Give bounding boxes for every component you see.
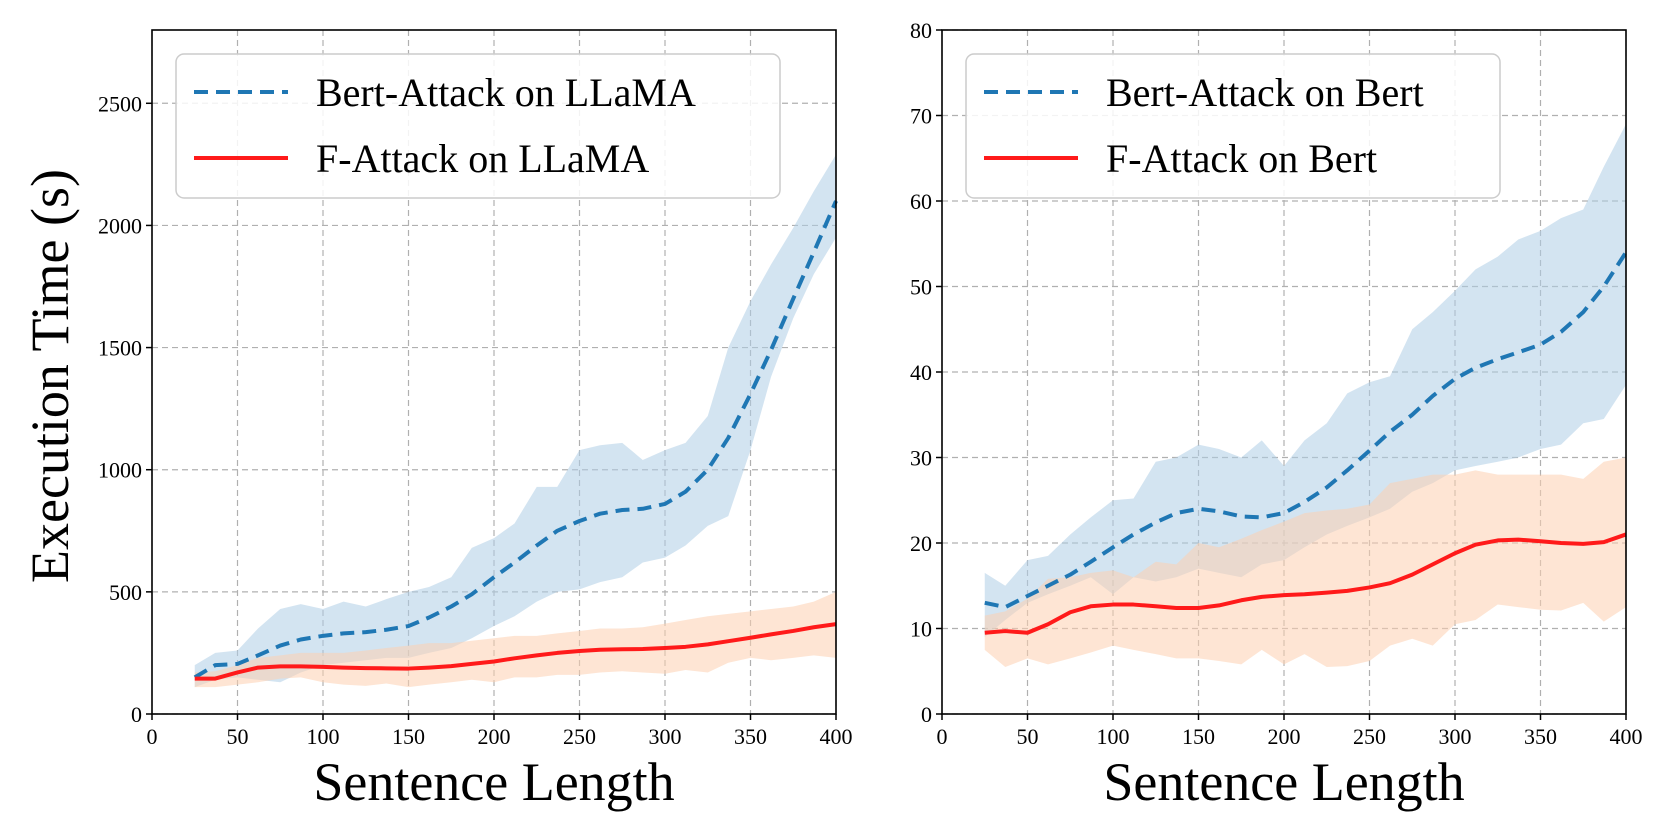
x-tick-label: 350 — [1524, 724, 1557, 749]
x-tick-label: 300 — [1439, 724, 1472, 749]
confidence-band-1 — [194, 591, 836, 688]
right-chart-panel: 0 50 100 150 200 250 300 350 400 0 10 20 30 40 50 60 70 8… — [910, 18, 1643, 812]
y-tick-label: 10 — [910, 617, 932, 642]
x-tick-label: 50 — [227, 724, 249, 749]
x-tick-label: 200 — [478, 724, 511, 749]
x-tick-label: 0 — [147, 724, 158, 749]
y-tick-label: 1000 — [98, 458, 142, 483]
y-tick-label: 30 — [910, 446, 932, 471]
y-tick-label: 500 — [109, 580, 142, 605]
legend-box — [175, 53, 781, 199]
x-tick-label: 150 — [1182, 724, 1215, 749]
y-tick-label: 70 — [910, 104, 932, 129]
series-line-1 — [194, 622, 837, 681]
y-tick-label: 80 — [910, 18, 932, 43]
y-axis-label: Execution Time (s) — [20, 169, 80, 583]
legend-label-0: Bert-Attack on LLaMA — [316, 70, 696, 115]
series-line-0 — [193, 200, 838, 680]
x-tick-label: 0 — [937, 724, 948, 749]
y-tick-label: 1500 — [98, 336, 142, 361]
left-chart-panel: 0 50 100 150 200 250 300 350 400 0 500 1000 1500 2000… — [98, 29, 853, 812]
series-line-0 — [984, 251, 1628, 610]
legend-box — [965, 53, 1501, 199]
x-tick-label: 50 — [1017, 724, 1039, 749]
x-tick-label: 400 — [1610, 724, 1643, 749]
series-line-1 — [984, 532, 1627, 635]
y-tick-label: 2000 — [98, 213, 142, 238]
y-tick-label: 0 — [131, 702, 142, 727]
x-tick-label: 400 — [820, 724, 853, 749]
y-tick-label: 60 — [910, 189, 932, 214]
legend-label-1: F-Attack on LLaMA — [316, 136, 649, 181]
x-tick-label: 250 — [1353, 724, 1386, 749]
y-tick-label: 20 — [910, 531, 932, 556]
x-axis-label: Sentence Length — [313, 752, 674, 812]
confidence-band-0 — [194, 154, 836, 688]
x-tick-label: 200 — [1268, 724, 1301, 749]
x-axis-label: Sentence Length — [1103, 752, 1464, 812]
confidence-band-0 — [984, 124, 1626, 638]
legend-label-0: Bert-Attack on Bert — [1106, 70, 1424, 115]
x-tick-label: 250 — [563, 724, 596, 749]
x-tick-label: 150 — [392, 724, 425, 749]
y-tick-label: 40 — [910, 360, 932, 385]
y-tick-label: 0 — [921, 702, 932, 727]
x-tick-label: 100 — [1097, 724, 1130, 749]
y-tick-label: 50 — [910, 275, 932, 300]
x-tick-label: 300 — [649, 724, 682, 749]
confidence-band-1 — [984, 457, 1626, 667]
x-tick-label: 100 — [307, 724, 340, 749]
y-tick-label: 2500 — [98, 91, 142, 116]
legend-label-1: F-Attack on Bert — [1106, 136, 1377, 181]
x-tick-label: 350 — [734, 724, 767, 749]
